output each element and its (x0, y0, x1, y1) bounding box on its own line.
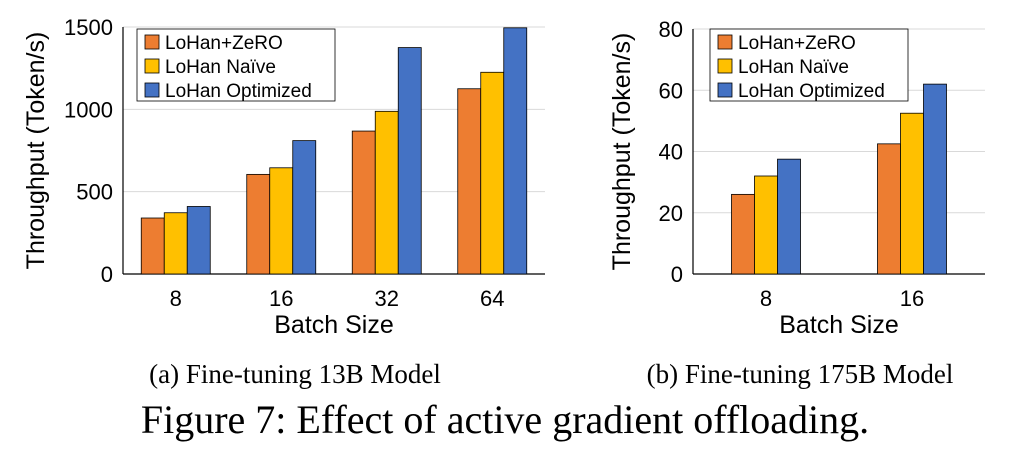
legend-swatch (717, 58, 733, 74)
chart-panel-13b: 0 500 1000 1500 8 16 32 64 Batch Size Throughput … (22, 15, 545, 389)
x-tick-label: 64 (480, 286, 504, 311)
bar-lohan-na-ve (374, 110, 399, 275)
bar-lohan-optimized (923, 83, 947, 275)
legend-label: LoHan Naïve (165, 57, 276, 78)
y-tick-label: 0 (101, 262, 113, 287)
y-tick-label: 500 (76, 180, 113, 205)
y-axis-title: Throughput (Token/s) (22, 32, 50, 270)
bar-lohan-na-ve (269, 167, 294, 275)
bar-lohan-zero (351, 130, 376, 275)
y-axis-title: Throughput (Token/s) (608, 33, 636, 271)
figure-caption: Figure 7: Effect of active gradient offl… (141, 397, 869, 442)
y-tick-label: 0 (671, 262, 683, 287)
legend-swatch (144, 34, 160, 50)
x-axis-title: Batch Size (779, 311, 899, 339)
legend-label: LoHan Optimized (738, 81, 885, 102)
legend-label: LoHan+ZeRO (738, 33, 856, 54)
bar-lohan-zero (731, 193, 755, 275)
y-tick-label: 1000 (64, 97, 113, 122)
y-tick-label: 60 (659, 78, 683, 103)
subfigure-caption: (b) Fine-tuning 175B Model (647, 359, 954, 389)
x-tick-label: 8 (760, 286, 772, 311)
y-tick-label: 40 (659, 140, 683, 165)
legend-swatch (717, 34, 733, 50)
x-tick-label: 16 (269, 286, 293, 311)
x-axis-title: Batch Size (274, 311, 394, 339)
x-tick-label: 8 (170, 286, 182, 311)
y-tick-label: 1500 (64, 15, 113, 40)
bar-lohan-optimized (186, 206, 211, 275)
bar-lohan-zero (140, 217, 165, 275)
legend: LoHan+ZeRO LoHan Naïve LoHan Optimized (709, 28, 909, 102)
y-tick-label: 20 (659, 201, 683, 226)
legend-box (136, 28, 336, 102)
x-tick-label: 32 (375, 286, 399, 311)
bar-lohan-na-ve (900, 112, 924, 275)
bar-lohan-optimized (503, 27, 528, 275)
x-tick-label: 16 (900, 286, 924, 311)
legend-label: LoHan+ZeRO (165, 33, 283, 54)
legend-swatch (144, 82, 160, 98)
legend-swatch (144, 58, 160, 74)
legend-swatch (717, 82, 733, 98)
bar-lohan-optimized (292, 140, 317, 275)
bar-lohan-optimized (397, 47, 422, 275)
legend-label: LoHan Naïve (738, 57, 849, 78)
bar-lohan-zero (457, 88, 482, 275)
legend-label: LoHan Optimized (165, 81, 312, 102)
bar-lohan-na-ve (480, 71, 505, 275)
bar-lohan-na-ve (754, 175, 778, 275)
bar-lohan-zero (877, 143, 901, 275)
subfigure-caption: (a) Fine-tuning 13B Model (149, 359, 441, 389)
bar-lohan-na-ve (163, 212, 188, 275)
bar-lohan-optimized (777, 158, 801, 275)
legend-box (709, 28, 909, 102)
bar-lohan-zero (246, 173, 271, 275)
legend: LoHan+ZeRO LoHan Naïve LoHan Optimized (136, 28, 336, 102)
y-tick-label: 80 (659, 17, 683, 42)
